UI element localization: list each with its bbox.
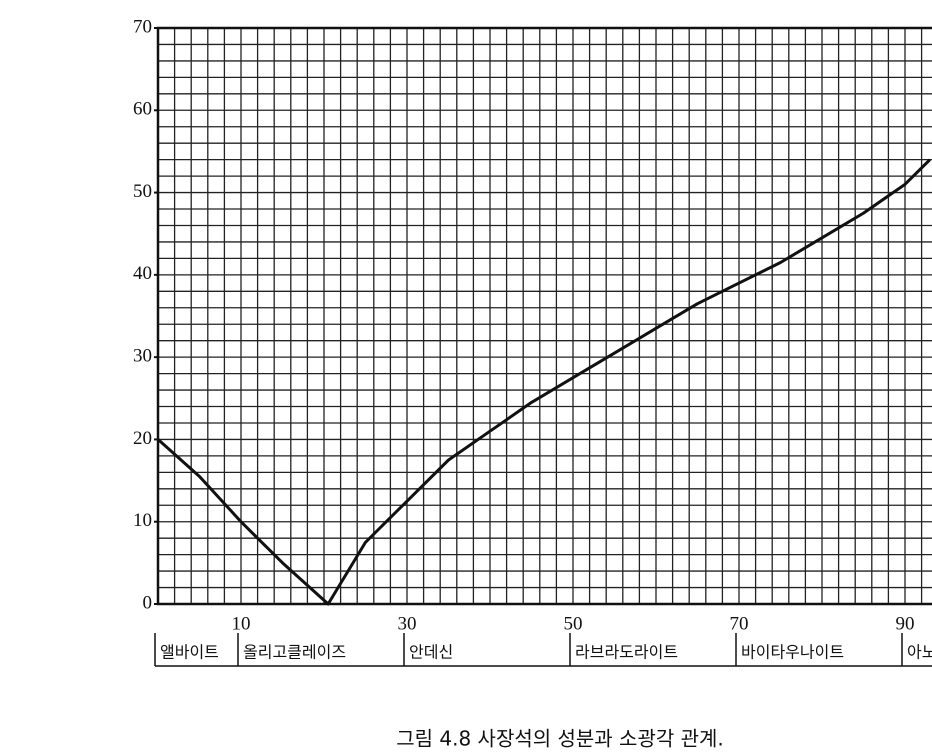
x-tick-label: 30 [398,613,417,634]
range-label: 안데신 [409,643,453,662]
x-tick-label: 10 [232,613,251,634]
y-tick-label: 30 [133,346,152,367]
y-tick-label: 10 [133,510,152,531]
range-label: 바이타우나이트 [741,643,844,662]
y-tick-label: 70 [133,16,152,37]
range-label: 앨바이트 [160,643,219,662]
y-tick-label: 20 [133,428,152,449]
y-tick-label: 50 [133,181,152,202]
range-label: 아노사이트 [907,643,932,662]
y-tick-label: 0 [143,592,153,613]
x-tick-label: 90 [896,613,915,634]
plot-frame [156,26,932,606]
range-label: 라브라도라이트 [575,643,678,662]
x-tick-label: 50 [564,613,583,634]
x-tick-label: 70 [730,613,749,634]
data-line [157,158,931,606]
y-tick-label: 60 [133,99,152,120]
caption: 그림 4.8 사장석의 성분과 소광각 관계. [396,727,724,751]
range-label: 올리고클레이즈 [243,643,346,662]
y-tick-label: 40 [133,263,152,284]
